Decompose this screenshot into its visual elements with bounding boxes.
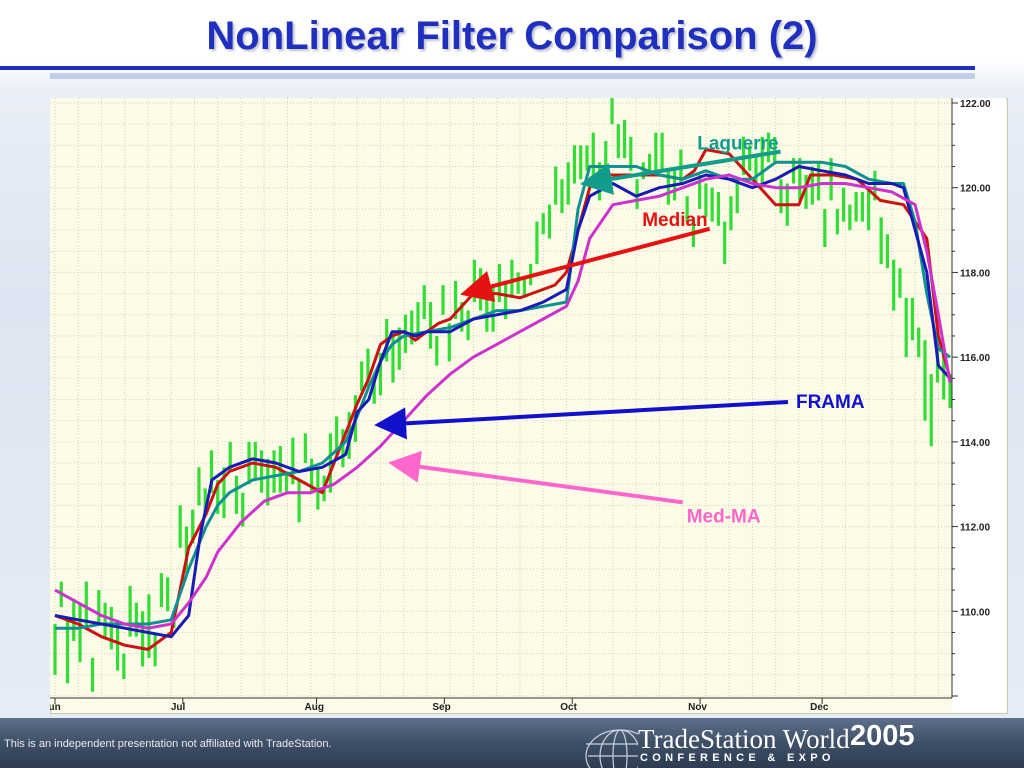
series-arrow-frama (374, 399, 789, 440)
logo-year: 2005 (850, 720, 915, 752)
y-axis-panel (952, 98, 1006, 712)
x-tick-label: Nov (688, 702, 707, 712)
filter-lines (54, 148, 952, 651)
globe-icon (585, 729, 638, 768)
series-line-laguerre (55, 160, 951, 630)
chart-axes: 122.00 120.00 118.00 116.00 114.00 112.00 110.… (50, 98, 1006, 712)
slide-title: NonLinear Filter Comparison (2) (206, 14, 818, 58)
x-tick-label: Sep (432, 702, 450, 712)
y-tick-label: 112.00 (960, 523, 990, 534)
y-tick-label: 122.00 (960, 99, 991, 110)
title-underline (0, 66, 975, 70)
y-tick-label: 118.00 (960, 268, 990, 279)
x-tick-label: Jun (50, 702, 61, 712)
logo-subtitle: CONFERENCE & EXPO (640, 752, 835, 764)
y-tick-label: 116.00 (960, 353, 990, 364)
series-label-frama: FRAMA (796, 392, 865, 413)
series-line-med-ma (54, 173, 952, 630)
series-label-med-ma: Med-MA (687, 506, 761, 527)
y-tick-label: 110.00 (960, 607, 990, 618)
x-tick-label: Jul (171, 702, 186, 712)
x-tick-label: Oct (560, 702, 577, 712)
series-arrow-med-ma (388, 450, 683, 505)
title-underline-shadow (50, 73, 975, 79)
x-tick-label: Aug (305, 702, 324, 712)
y-tick-label: 120.00 (960, 184, 991, 195)
x-tick-label: Dec (810, 702, 829, 712)
chart-annotations: Median Laguerre FRAMA Med-MA (374, 134, 865, 527)
price-chart: 122.00 120.00 118.00 116.00 114.00 112.00 110.… (50, 98, 1006, 712)
series-label-laguerre: Laguerre (697, 134, 778, 155)
series-arrow-median (460, 226, 711, 302)
series-line-frama (54, 165, 952, 639)
footer-disclaimer: This is an independent presentation not … (4, 738, 332, 750)
footer-bar (0, 718, 1024, 768)
y-tick-label: 114.00 (960, 438, 990, 449)
logo-wordmark: TradeStation World (638, 724, 850, 754)
series-arrow-laguerre (579, 149, 781, 195)
series-label-median: Median (642, 210, 707, 231)
